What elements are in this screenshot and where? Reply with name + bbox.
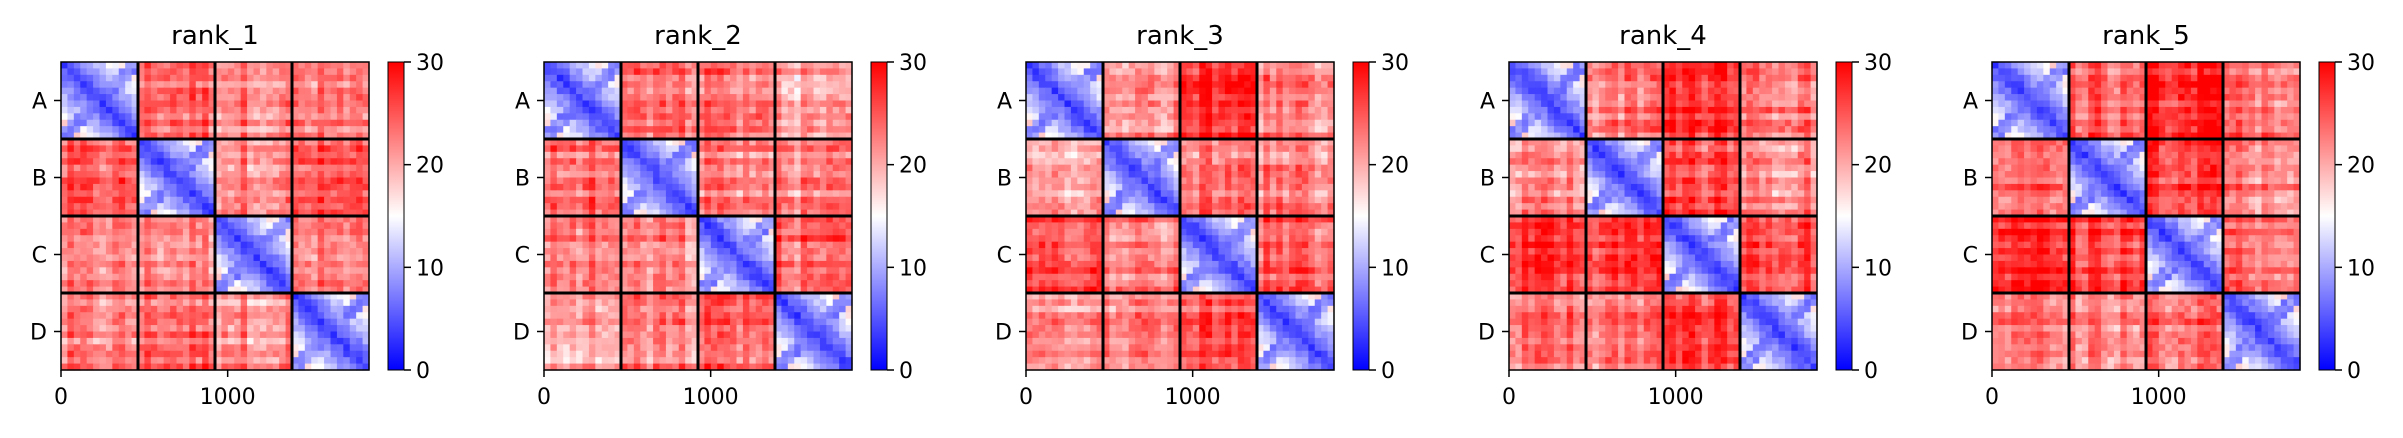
colorbar-tick-label: 30 xyxy=(1864,51,1892,76)
colorbar-tick-label: 10 xyxy=(899,256,927,281)
colorbar xyxy=(870,61,888,371)
panel-rank_1: rank_1 A B C D 0 1000 0 10 20 30 xyxy=(30,21,444,410)
y-tick-label: C xyxy=(32,244,47,269)
colorbar-tick-label: 20 xyxy=(2347,154,2375,179)
colorbar-tick-label: 20 xyxy=(899,154,927,179)
y-tick-label: D xyxy=(1478,321,1495,346)
colorbar xyxy=(1835,61,1853,371)
colorbar-tick-label: 10 xyxy=(2347,256,2375,281)
x-tick-label: 0 xyxy=(1985,385,1999,410)
colorbar-tick-label: 10 xyxy=(1864,256,1892,281)
colorbar-tick-label: 0 xyxy=(1381,359,1395,384)
y-tick-label: C xyxy=(515,244,530,269)
axes-frame xyxy=(60,61,370,371)
colorbar-tick-label: 30 xyxy=(2347,51,2375,76)
x-tick-label: 0 xyxy=(537,385,551,410)
panel-rank_4: rank_4 A B C D 0 1000 0 10 20 30 xyxy=(1478,21,1892,410)
axes-frame xyxy=(1025,61,1335,371)
heatmap-cells xyxy=(1026,62,1335,371)
x-tick-label: 1000 xyxy=(1648,385,1704,410)
heatmap-cells xyxy=(1992,62,2301,371)
y-tick-label: B xyxy=(32,167,47,192)
panel-title: rank_5 xyxy=(2102,21,2190,51)
colorbar-tick-label: 20 xyxy=(416,154,444,179)
colorbar-tick-label: 0 xyxy=(899,359,913,384)
y-tick-label: C xyxy=(997,244,1012,269)
axes-frame xyxy=(1991,61,2301,371)
x-tick-label: 1000 xyxy=(1165,385,1221,410)
colorbar-tick-label: 30 xyxy=(416,51,444,76)
colorbar-tick-label: 20 xyxy=(1864,154,1892,179)
y-tick-label: B xyxy=(1963,167,1978,192)
x-tick-label: 0 xyxy=(1502,385,1516,410)
colorbar-tick-label: 0 xyxy=(2347,359,2361,384)
axes-frame xyxy=(543,61,853,371)
panel-rank_5: rank_5 A B C D 0 1000 0 10 20 30 xyxy=(1961,21,2375,410)
y-tick-label: D xyxy=(1961,321,1978,346)
x-tick-label: 1000 xyxy=(2131,385,2187,410)
x-tick-label: 1000 xyxy=(683,385,739,410)
y-tick-label: A xyxy=(1480,90,1495,115)
colorbar-tick-label: 10 xyxy=(416,256,444,281)
panel-title: rank_1 xyxy=(171,21,259,51)
heatmap-cells xyxy=(544,62,853,371)
axes-frame xyxy=(1508,61,1818,371)
panel-rank_3: rank_3 A B C D 0 1000 0 10 20 30 xyxy=(995,21,1409,410)
y-tick-label: B xyxy=(515,167,530,192)
x-tick-label: 0 xyxy=(1019,385,1033,410)
heatmap-cells xyxy=(61,62,370,371)
heatmap-cells xyxy=(1509,62,1818,371)
colorbar-tick-label: 0 xyxy=(416,359,430,384)
colorbar-tick-label: 30 xyxy=(1381,51,1409,76)
y-tick-label: C xyxy=(1963,244,1978,269)
panel-title: rank_2 xyxy=(654,21,742,51)
x-tick-label: 1000 xyxy=(200,385,256,410)
y-tick-label: C xyxy=(1480,244,1495,269)
y-tick-label: B xyxy=(1480,167,1495,192)
colorbar xyxy=(387,61,405,371)
colorbar-tick-label: 20 xyxy=(1381,154,1409,179)
colorbar xyxy=(2318,61,2336,371)
y-tick-label: A xyxy=(515,90,530,115)
y-tick-label: A xyxy=(1963,90,1978,115)
panel-title: rank_4 xyxy=(1619,21,1707,51)
colorbar xyxy=(1352,61,1370,371)
y-tick-label: A xyxy=(32,90,47,115)
x-tick-label: 0 xyxy=(54,385,68,410)
y-tick-label: D xyxy=(513,321,530,346)
colorbar-tick-label: 10 xyxy=(1381,256,1409,281)
y-tick-label: B xyxy=(997,167,1012,192)
panel-title: rank_3 xyxy=(1136,21,1224,51)
colorbar-tick-label: 0 xyxy=(1864,359,1878,384)
colorbar-tick-label: 30 xyxy=(899,51,927,76)
panel-rank_2: rank_2 A B C D 0 1000 0 10 20 30 xyxy=(513,21,927,410)
y-tick-label: D xyxy=(30,321,47,346)
y-tick-label: D xyxy=(995,321,1012,346)
y-tick-label: A xyxy=(997,90,1012,115)
